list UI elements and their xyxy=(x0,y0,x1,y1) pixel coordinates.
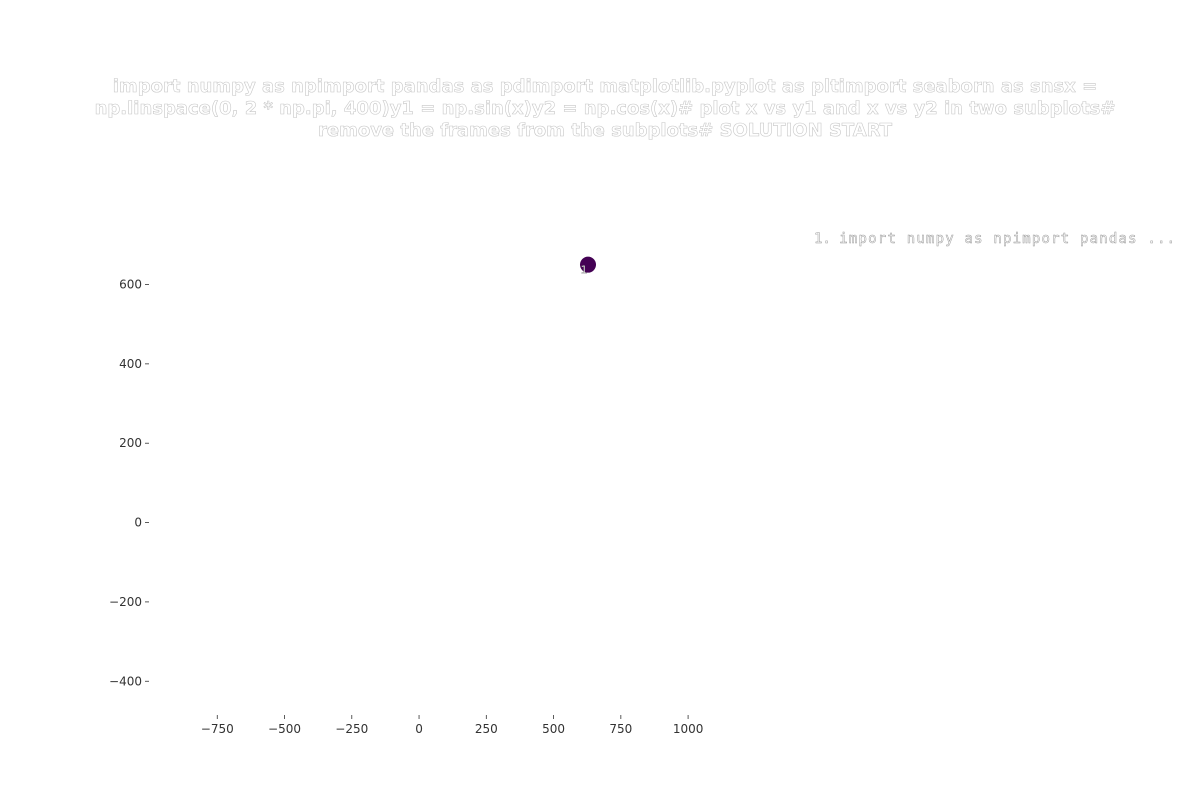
x-tick-label: 750 xyxy=(609,722,632,736)
data-marks: 1 xyxy=(580,256,597,277)
chart-title: import numpy as npimport pandas as pdimp… xyxy=(94,76,1116,142)
x-tick-label: −500 xyxy=(268,722,301,736)
x-tick-label: 0 xyxy=(415,722,423,736)
y-axis: −400 −200 0 200 400 600 xyxy=(109,278,149,688)
x-tick-label: 250 xyxy=(475,722,498,736)
y-tick-label: −200 xyxy=(109,595,142,609)
y-tick-label: 200 xyxy=(119,436,142,450)
x-tick-label: −250 xyxy=(335,722,368,736)
data-point xyxy=(580,256,597,273)
x-tick-label: 500 xyxy=(542,722,565,736)
x-tick-label: −750 xyxy=(201,722,234,736)
x-tick-label: 1000 xyxy=(673,722,704,736)
data-point-label: 1 xyxy=(581,264,588,277)
y-tick-label: −400 xyxy=(109,674,142,688)
legend: 1. import numpy as npimport pandas ... xyxy=(814,231,1189,247)
y-tick-label: 600 xyxy=(119,278,142,292)
y-tick-label: 0 xyxy=(134,516,142,530)
legend-marker: 1. xyxy=(814,231,831,247)
x-axis: −750 −500 −250 0 250 500 750 1000 xyxy=(201,715,704,736)
y-tick-label: 400 xyxy=(119,357,142,371)
legend-label: import numpy as npimport pandas ... xyxy=(839,231,1177,247)
